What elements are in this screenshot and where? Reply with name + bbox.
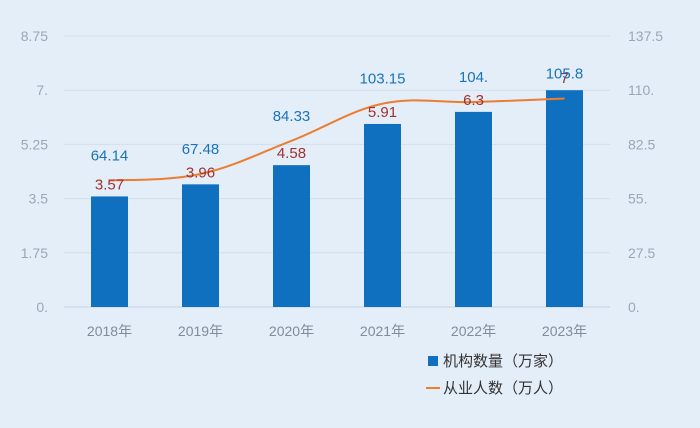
line-data-label: 103.15 [360,71,406,88]
line-data-label: 64.14 [91,148,129,165]
x-axis-tick-label: 2020年 [269,323,314,339]
line-data-label: 84.33 [273,108,311,125]
x-axis-tick-label: 2021年 [360,323,405,339]
bar-2020年 [273,165,310,307]
legend-bar-label: 机构数量（万家） [443,353,563,370]
right-axis-tick-label: 0. [628,299,640,315]
left-axis-tick-label: 1.75 [21,245,48,261]
bar-2019年 [182,184,219,307]
right-axis-tick-label: 137.5 [628,28,663,44]
bar-data-label: 5.91 [368,104,397,121]
left-axis-tick-label: 0. [36,299,48,315]
right-axis-tick-label: 82.5 [628,136,655,152]
x-axis-tick-label: 2018年 [87,323,132,339]
line-data-label: 105.8 [546,65,584,82]
line-series-path [109,97,565,182]
right-axis-tick-label: 110. [628,82,654,98]
legend-line-label: 从业人数（万人） [443,380,563,397]
line-data-label: 104. [459,69,488,86]
x-axis-tick-label: 2019年 [178,323,223,339]
bar-2018年 [91,196,128,307]
left-axis-tick-label: 3.5 [29,191,49,207]
bar-data-label: 3.96 [186,164,215,181]
right-axis-tick-label: 55. [628,191,647,207]
bar-2022年 [455,111,492,307]
bar-2021年 [364,123,401,307]
x-axis-tick-label: 2023年 [542,323,587,339]
left-axis-tick-label: 7. [36,82,48,98]
bar-data-label: 4.58 [277,145,306,162]
left-axis-tick-label: 5.25 [21,136,48,152]
x-axis-tick-label: 2022年 [451,323,496,339]
legend-bar-swatch [428,356,438,366]
bar-data-label: 7 [560,70,568,87]
line-data-label: 67.48 [182,141,220,158]
bar-data-label: 3.57 [95,176,124,193]
right-axis-tick-label: 27.5 [628,245,655,261]
bar-2023年 [546,90,583,307]
bar-data-label: 6.3 [463,92,484,109]
left-axis-tick-label: 8.75 [21,28,48,44]
